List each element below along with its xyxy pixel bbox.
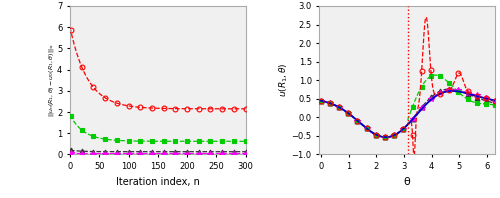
X-axis label: θ: θ bbox=[404, 177, 410, 187]
Y-axis label: $||u_n(R_1,\theta)-u_0(R_1,\theta)||_\infty$: $||u_n(R_1,\theta)-u_0(R_1,\theta)||_\in… bbox=[46, 43, 56, 117]
Y-axis label: $u(R_1,\theta)$: $u(R_1,\theta)$ bbox=[278, 63, 290, 97]
X-axis label: Iteration index, n: Iteration index, n bbox=[116, 177, 200, 187]
